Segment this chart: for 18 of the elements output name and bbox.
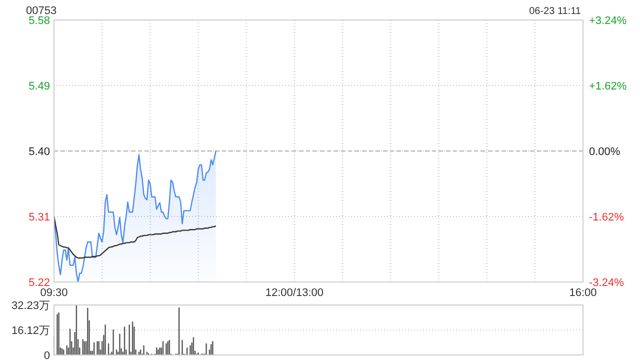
y-tick-label: 5.40 <box>28 146 50 158</box>
y2-tick-label: +1.62% <box>589 80 627 92</box>
x-tick-label: 12:00/13:00 <box>265 287 324 299</box>
y-tick-label: 5.31 <box>28 211 50 224</box>
y-tick-label: 5.49 <box>28 80 50 92</box>
y2-tick-label: 0.00% <box>589 146 620 158</box>
y2-tick-label: +3.24% <box>589 14 627 27</box>
y2-tick-label: -1.62% <box>589 211 624 224</box>
chart-title: 00753 <box>26 5 57 17</box>
y-tick-label: 16.12万 <box>11 324 50 337</box>
x-tick-label: 09:30 <box>40 287 68 299</box>
x-tick-label: 16:00 <box>569 287 597 299</box>
y-tick-label: 0 <box>44 350 50 360</box>
y2-tick-label: -3.24% <box>589 276 624 289</box>
y-tick-label: 32.23万 <box>11 300 50 312</box>
y-tick-label: 5.58 <box>28 14 50 27</box>
text: 06-23 11:11 <box>529 6 582 17</box>
y-tick-label: 5.22 <box>28 276 50 289</box>
